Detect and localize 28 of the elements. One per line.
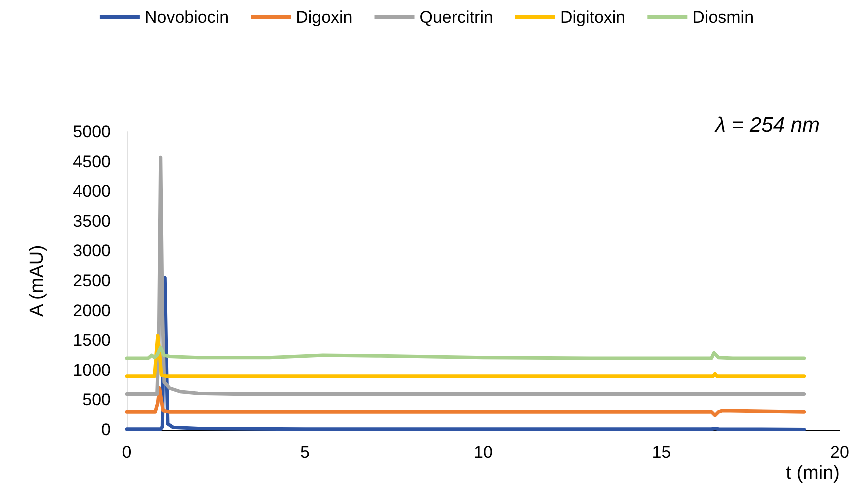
y-axis-title: A (mAU) [27, 245, 48, 317]
y-tick-label: 500 [82, 390, 111, 410]
legend-label: Novobiocin [144, 8, 230, 27]
legend-label: Digitoxin [560, 8, 626, 27]
y-tick-label: 4000 [73, 182, 111, 202]
y-tick-label: 2000 [73, 301, 111, 320]
y-tick-label: 3000 [73, 242, 111, 261]
y-tick-label: 5000 [73, 122, 111, 142]
line-series [125, 386, 806, 418]
line-series [125, 156, 806, 396]
line-series [125, 346, 806, 360]
x-tick-label: 15 [652, 443, 672, 462]
x-tick-label: 0 [122, 443, 132, 462]
annotation: λ = 254 nm [714, 114, 820, 137]
x-tick-label: 20 [830, 443, 850, 462]
y-tick-label: 0 [102, 420, 111, 440]
line-series [125, 334, 806, 378]
x-axis-title: t (min) [786, 463, 840, 484]
y-tick-label: 4500 [73, 152, 111, 172]
y-tick-label: 2500 [73, 272, 111, 290]
legend-label: Quercitrin [420, 8, 494, 27]
legend-label: Diosmin [692, 8, 754, 27]
legend-label: Digoxin [296, 8, 353, 27]
y-tick-label: 3500 [73, 212, 111, 231]
y-tick-label: 1000 [73, 360, 111, 380]
x-tick-label: 5 [300, 443, 310, 462]
y-tick-label: 1500 [73, 331, 111, 350]
x-tick-label: 10 [474, 443, 493, 462]
